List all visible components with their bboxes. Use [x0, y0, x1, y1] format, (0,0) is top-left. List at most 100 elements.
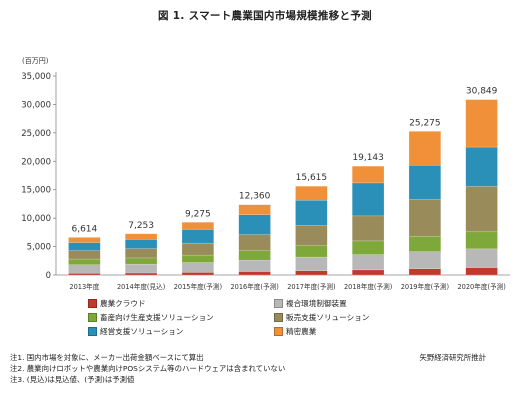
legend-swatch: [88, 327, 97, 336]
total-label: 25,275: [409, 118, 441, 128]
bar-segment: [124, 263, 158, 274]
y-tick-label: 30,000: [21, 100, 51, 110]
bar-segment: [295, 199, 328, 226]
x-tick-label: 2016年度(予測): [230, 282, 278, 291]
bar-segment: [465, 267, 498, 276]
legend-item: 経営支援ソリューション: [88, 326, 183, 337]
bar-segment: [295, 245, 328, 258]
legend-label: 複合環境制御装置: [286, 299, 347, 308]
bar-segment: [295, 185, 328, 201]
legend-swatch: [274, 313, 283, 322]
bar-segment: [351, 182, 385, 217]
bar-segment: [238, 259, 271, 272]
notes: 注1. 国内市場を対象に、メーカー出荷金額ベースにて算出 注2. 農業向けロボッ…: [10, 352, 530, 385]
bar-segment: [408, 268, 442, 276]
bar-segment: [124, 239, 158, 249]
bar-segment: [465, 186, 498, 233]
bar-segment: [465, 146, 498, 187]
legend-item: 畜産向け生産支援ソリューション: [88, 312, 214, 323]
bars: [68, 99, 498, 276]
bar-segment: [295, 256, 328, 271]
bar-segment: [295, 270, 328, 276]
total-label: 7,253: [128, 221, 154, 231]
x-tick-label: 2017年度(予測): [287, 282, 335, 291]
bar-stack: [124, 233, 158, 276]
bar-segment: [124, 233, 158, 240]
legend-label: 精密農業: [286, 327, 317, 336]
source-note: 矢野経済研究所推計: [419, 353, 486, 362]
bar-segment: [68, 250, 101, 260]
legend-item: 複合環境制御装置: [274, 298, 347, 309]
y-tick-label: 15,000: [21, 186, 51, 196]
bar-segment: [238, 271, 271, 276]
bar-segment: [181, 222, 215, 230]
legend-label: 畜産向け生産支援ソリューション: [100, 313, 214, 322]
bar-segment: [181, 262, 215, 273]
bar-segment: [465, 231, 498, 250]
note-3: 注3. (見込)は見込値、(予測)は予測値: [10, 375, 135, 384]
bar-segment: [68, 237, 101, 243]
axes: 0 5,000 10,000 15,000 20,000 25,000 30,000 35,0…: [21, 72, 510, 281]
legend-swatch: [274, 327, 283, 336]
legend-swatch: [88, 299, 97, 308]
bar-stack: [408, 131, 442, 276]
bar-segment: [408, 199, 442, 237]
x-tick-label: 2014年度(見込): [117, 282, 165, 291]
bar-chart: (百万円) 0 5,000 10,000 15,000 20,000 25,000 30,0…: [21, 57, 510, 291]
bar-segment: [181, 254, 215, 263]
chart-title: 図 1. スマート農業国内市場規模推移と予測: [158, 10, 372, 22]
bar-segment: [181, 242, 215, 256]
bar-segment: [238, 250, 271, 261]
bar-segment: [295, 225, 328, 246]
bar-segment: [351, 240, 385, 255]
x-tick-label: 2015年度(予測): [174, 282, 222, 291]
y-tick-label: 10,000: [21, 214, 51, 224]
x-tick-label: 2013年度: [69, 282, 99, 291]
total-label: 12,360: [239, 192, 271, 202]
x-tick-label: 2020年度(予測): [457, 282, 505, 291]
bar-segment: [238, 234, 271, 251]
y-tick-label: 5,000: [27, 243, 51, 253]
total-label: 6,614: [71, 224, 97, 234]
bar-segment: [181, 272, 215, 276]
bar-segment: [351, 254, 385, 271]
bar-stack: [68, 237, 101, 276]
bar-segment: [181, 229, 215, 244]
bar-segment: [408, 236, 442, 252]
bar-stack: [351, 165, 385, 276]
bar-segment: [124, 257, 158, 265]
x-tick-label: 2018年度(予測): [344, 282, 392, 291]
bar-segment: [68, 264, 101, 274]
legend-label: 販売支援ソリューション: [286, 313, 370, 322]
bar-segment: [408, 165, 442, 200]
bar-segment: [238, 214, 271, 235]
y-unit-label: (百万円): [22, 57, 49, 65]
legend-label: 経営支援ソリューション: [100, 327, 184, 336]
legend-swatch: [88, 313, 97, 322]
bar-segment: [408, 251, 442, 269]
bar-segment: [68, 273, 101, 276]
total-label: 9,275: [185, 209, 211, 219]
bar-segment: [124, 272, 158, 276]
note-2: 注2. 農業向けロボットや農業向けPOSシステム等のハードウェアは含まれていない: [10, 364, 286, 373]
bar-stack: [238, 204, 271, 276]
y-tick-label: 20,000: [21, 157, 51, 167]
bar-segment: [465, 248, 498, 268]
total-label: 19,143: [352, 153, 384, 163]
bar-segment: [351, 269, 385, 276]
data-labels: 6,614 2013年度 7,253 2014年度(見込) 9,275 2015年度(予測…: [69, 87, 505, 291]
bar-stack: [465, 99, 498, 276]
bar-stack: [295, 185, 328, 276]
bar-stack: [181, 222, 215, 276]
bar-segment: [351, 215, 385, 242]
bar-segment: [68, 242, 101, 251]
bar-segment: [238, 204, 271, 215]
legend-item: 精密農業: [274, 326, 316, 337]
bar-segment: [124, 248, 158, 259]
legend-swatch: [274, 299, 283, 308]
legend-item: 農業クラウド: [88, 298, 146, 309]
y-tick-label: 0: [46, 271, 51, 281]
total-label: 15,615: [296, 173, 328, 183]
legend-label: 農業クラウド: [100, 299, 146, 308]
x-tick-label: 2019年度(予測): [401, 282, 449, 291]
